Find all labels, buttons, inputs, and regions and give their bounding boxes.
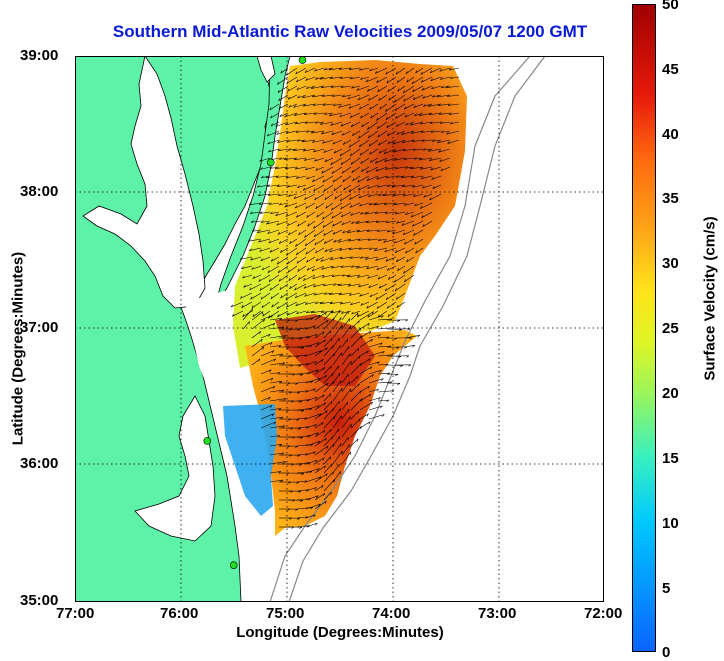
x-tick-label: 74:00 <box>372 605 410 622</box>
x-tick-label: 72:00 <box>584 605 622 622</box>
colorbar-tick-label: 45 <box>662 61 679 78</box>
station-marker <box>299 57 306 64</box>
map-plot <box>75 56 604 602</box>
colorbar-tick-label: 5 <box>662 580 670 597</box>
colorbar-tick-label: 0 <box>662 644 670 661</box>
colorbar-tick-label: 15 <box>662 450 679 467</box>
colorbar-tick-label: 40 <box>662 126 679 143</box>
x-tick-label: 75:00 <box>266 605 304 622</box>
colorbar-tick-label: 35 <box>662 190 679 207</box>
colorbar-tick-label: 50 <box>662 0 679 13</box>
colorbar-tick-label: 20 <box>662 385 679 402</box>
x-tick-label: 73:00 <box>478 605 516 622</box>
x-tick-label: 77:00 <box>56 605 94 622</box>
station-marker <box>204 437 211 444</box>
colorbar-tick-label: 25 <box>662 320 679 337</box>
station-marker <box>267 159 274 166</box>
colorbar-label: Surface Velocity (cm/s) <box>702 159 719 439</box>
x-tick-label: 76:00 <box>160 605 198 622</box>
colorbar <box>632 4 656 652</box>
y-axis-label: Latitude (Degrees:Minutes) <box>10 209 27 489</box>
y-tick-label: 39:00 <box>20 47 58 64</box>
colorbar-tick-label: 30 <box>662 255 679 272</box>
colorbar-tick-label: 10 <box>662 515 679 532</box>
x-axis-label: Longitude (Degrees:Minutes) <box>160 624 520 641</box>
y-tick-label: 38:00 <box>20 183 58 200</box>
chart-title: Southern Mid-Atlantic Raw Velocities 200… <box>40 22 660 42</box>
station-marker <box>230 562 237 569</box>
y-tick-label: 35:00 <box>20 592 58 609</box>
